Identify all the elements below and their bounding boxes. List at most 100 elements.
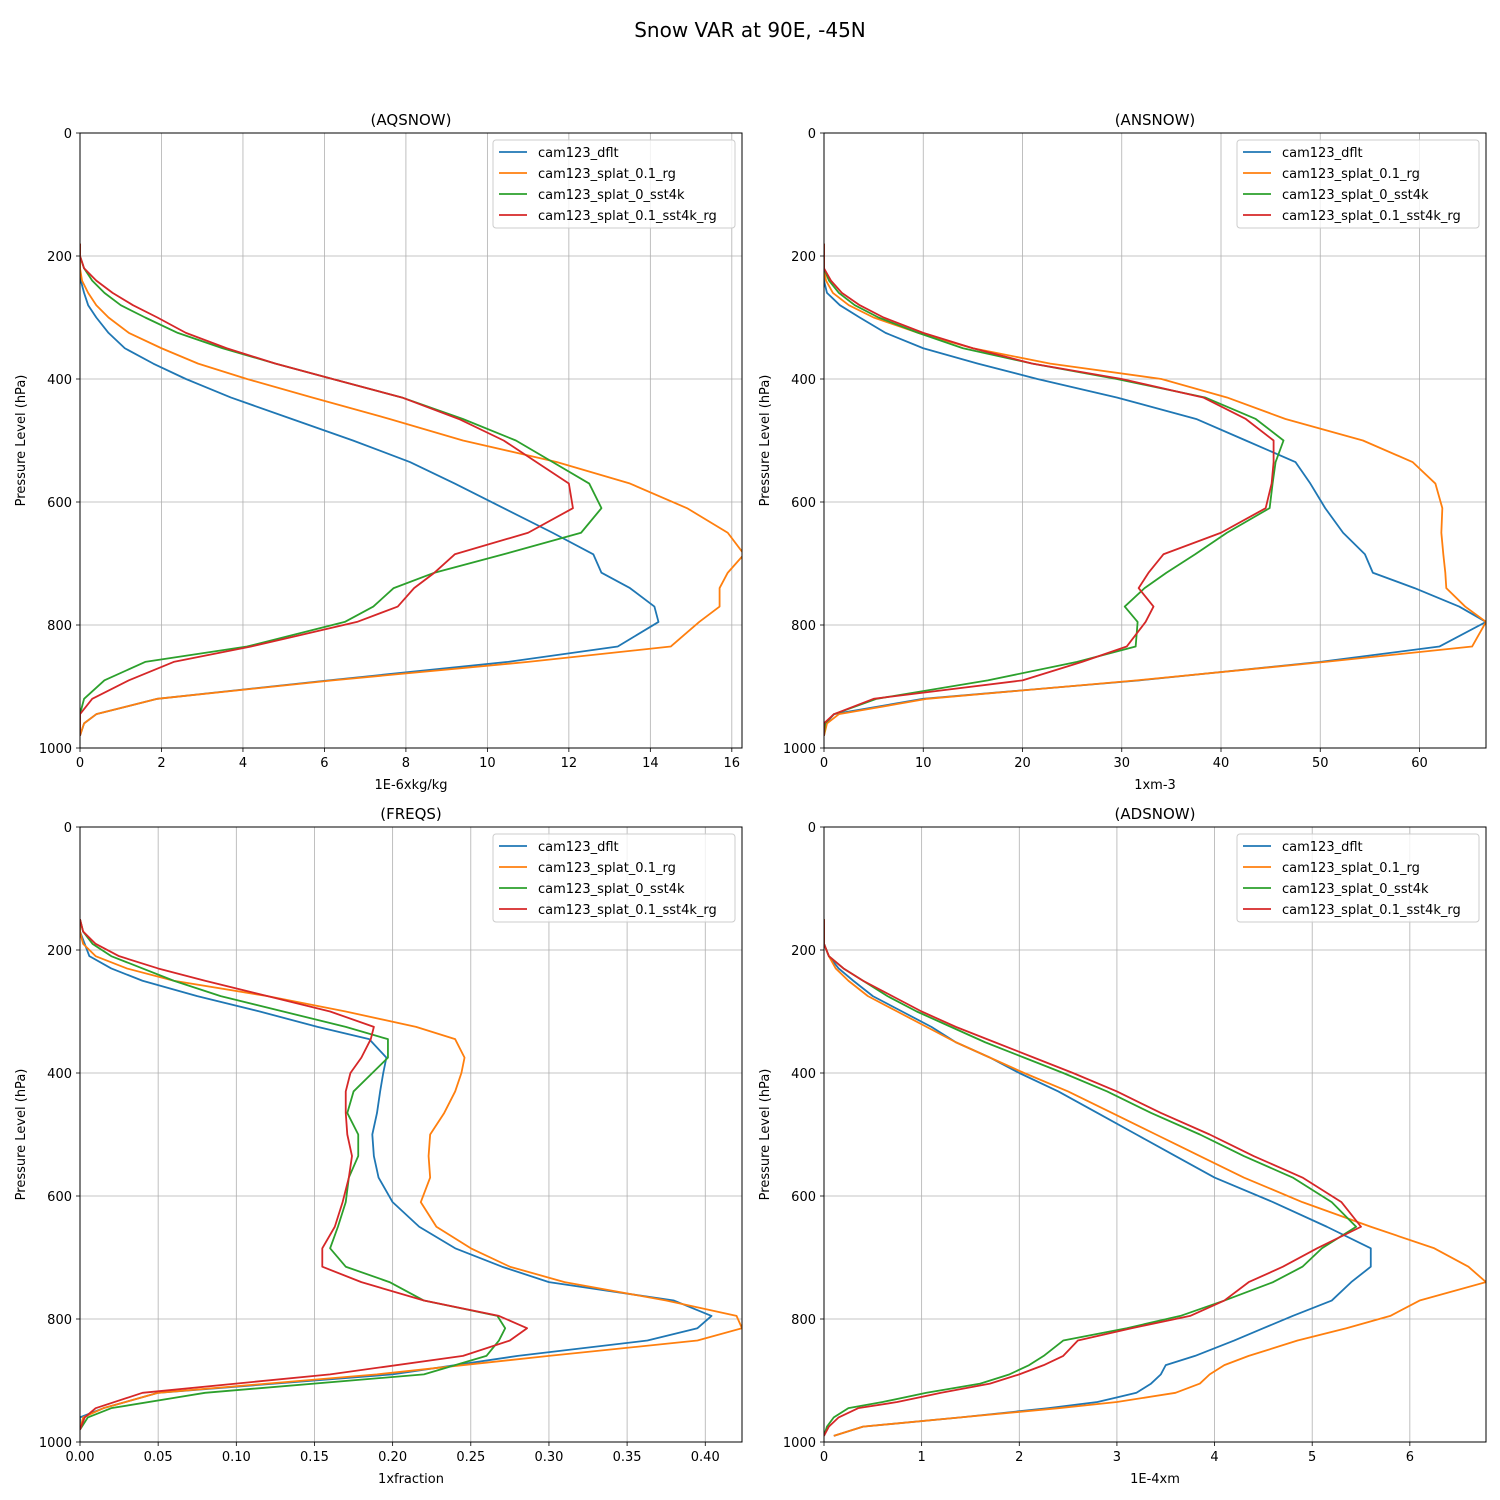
x-tick-label: 12 xyxy=(561,756,578,771)
legend-label: cam123_splat_0.1_sst4k_rg xyxy=(1282,209,1461,224)
y-tick-label: 800 xyxy=(791,1313,816,1328)
x-tick-label: 16 xyxy=(724,756,741,771)
legend-box xyxy=(1236,833,1480,923)
series-line-cam123_splat_0.1_sst4k_rg xyxy=(80,919,528,1431)
subplot-title: (ADSNOW) xyxy=(1115,805,1196,823)
x-axis-label: 1xm-3 xyxy=(1134,778,1176,793)
x-tick-label: 8 xyxy=(402,756,410,771)
x-tick-label: 14 xyxy=(642,756,659,771)
x-tick-label: 0.15 xyxy=(300,1450,329,1465)
legend-label: cam123_splat_0.1_sst4k_rg xyxy=(538,903,717,918)
y-tick-label: 0 xyxy=(808,127,816,142)
y-axis-label: Pressure Level (hPa) xyxy=(758,1069,773,1201)
legend-box xyxy=(492,139,736,229)
series-line-cam123_splat_0.1_rg xyxy=(80,919,742,1430)
y-axis-label: Pressure Level (hPa) xyxy=(14,1069,29,1201)
y-tick-label: 0 xyxy=(64,821,72,836)
y-tick-label: 600 xyxy=(47,496,72,511)
x-axis-label: 1xfraction xyxy=(378,1472,444,1487)
legend: cam123_dflt cam123_splat_0.1_rg cam123_spl… xyxy=(1236,139,1480,229)
y-tick-label: 200 xyxy=(791,944,816,959)
x-tick-label: 0.10 xyxy=(222,1450,251,1465)
legend-label: cam123_dflt xyxy=(1282,840,1363,855)
legend: cam123_dflt cam123_splat_0.1_rg cam123_spl… xyxy=(492,139,736,229)
y-tick-label: 400 xyxy=(791,1067,816,1082)
x-tick-label: 5 xyxy=(1308,1450,1316,1465)
y-tick-label: 800 xyxy=(791,619,816,634)
legend-label: cam123_splat_0.1_sst4k_rg xyxy=(538,209,717,224)
subplot-title: (AQSNOW) xyxy=(371,111,452,129)
y-tick-label: 200 xyxy=(791,250,816,265)
series-line-cam123_splat_0.1_rg xyxy=(80,243,742,736)
legend-label: cam123_splat_0.1_rg xyxy=(538,861,676,876)
legend-label: cam123_splat_0.1_rg xyxy=(1282,861,1420,876)
axes-frame xyxy=(823,132,1487,749)
x-tick-label: 0.40 xyxy=(691,1450,720,1465)
plot-area xyxy=(824,133,1486,748)
x-tick-label: 0.30 xyxy=(534,1450,563,1465)
x-axis-label: 1E-6xkg/kg xyxy=(374,778,447,793)
x-tick-label: 0.20 xyxy=(378,1450,407,1465)
axes-frame xyxy=(823,826,1487,1443)
subplot-aqsnow: 0 2 4 6 8 10 12 14 16 0 200 400 600 800 1000 (AQSNOW) 1E… xyxy=(14,111,743,793)
y-tick-label: 600 xyxy=(791,496,816,511)
x-tick-label: 2 xyxy=(157,756,165,771)
x-tick-label: 1 xyxy=(917,1450,925,1465)
series-line-cam123_splat_0_sst4k xyxy=(824,243,1285,736)
series-line-cam123_splat_0_sst4k xyxy=(80,919,507,1431)
series-line-cam123_splat_0.1_sst4k_rg xyxy=(824,919,1362,1437)
figure-suptitle: Snow VAR at 90E, -45N xyxy=(634,18,866,42)
x-tick-label: 40 xyxy=(1213,756,1230,771)
legend-label: cam123_splat_0.1_rg xyxy=(1282,167,1420,182)
x-tick-label: 0 xyxy=(820,756,828,771)
x-tick-label: 0.35 xyxy=(613,1450,642,1465)
y-tick-label: 1000 xyxy=(39,1436,72,1451)
y-axis-label: Pressure Level (hPa) xyxy=(14,375,29,507)
legend-label: cam123_splat_0_sst4k xyxy=(1282,188,1429,203)
legend-label: cam123_dflt xyxy=(1282,146,1363,161)
x-tick-label: 60 xyxy=(1411,756,1428,771)
series-line-cam123_dflt xyxy=(80,919,713,1430)
legend: cam123_dflt cam123_splat_0.1_rg cam123_spl… xyxy=(492,833,736,923)
x-tick-label: 20 xyxy=(1014,756,1031,771)
y-tick-label: 0 xyxy=(64,127,72,142)
x-tick-label: 4 xyxy=(239,756,247,771)
series-line-cam123_splat_0.1_rg xyxy=(824,243,1486,736)
series-group xyxy=(824,919,1486,1437)
y-tick-label: 200 xyxy=(47,250,72,265)
series-line-cam123_splat_0.1_rg xyxy=(824,919,1486,1437)
axes-frame xyxy=(79,132,743,749)
legend-label: cam123_dflt xyxy=(538,840,619,855)
series-line-cam123_splat_0_sst4k xyxy=(824,919,1358,1437)
subplot-adsnow: 0 1 2 3 4 5 6 0 200 400 600 800 1000 (ADSNOW) 1E-4xm Pr… xyxy=(758,805,1487,1487)
x-tick-label: 0.00 xyxy=(66,1450,95,1465)
x-tick-label: 10 xyxy=(915,756,932,771)
y-tick-label: 600 xyxy=(47,1190,72,1205)
y-tick-label: 400 xyxy=(47,373,72,388)
series-group xyxy=(80,243,742,736)
y-tick-label: 400 xyxy=(791,373,816,388)
y-tick-label: 1000 xyxy=(783,742,816,757)
y-axis-label: Pressure Level (hPa) xyxy=(758,375,773,507)
x-tick-label: 30 xyxy=(1113,756,1130,771)
legend-label: cam123_splat_0_sst4k xyxy=(538,882,685,897)
series-line-cam123_splat_0_sst4k xyxy=(80,243,603,736)
y-tick-label: 1000 xyxy=(39,742,72,757)
y-tick-label: 400 xyxy=(47,1067,72,1082)
subplot-title: (FREQS) xyxy=(380,805,442,823)
legend-label: cam123_splat_0_sst4k xyxy=(538,188,685,203)
series-group xyxy=(824,243,1486,736)
y-tick-label: 1000 xyxy=(783,1436,816,1451)
x-tick-label: 2 xyxy=(1015,1450,1023,1465)
x-tick-label: 0 xyxy=(76,756,84,771)
series-group xyxy=(80,919,742,1431)
x-tick-label: 4 xyxy=(1210,1450,1218,1465)
x-axis-label: 1E-4xm xyxy=(1130,1472,1180,1487)
x-tick-label: 0.05 xyxy=(144,1450,173,1465)
axes-frame xyxy=(79,826,743,1443)
x-tick-label: 0.25 xyxy=(456,1450,485,1465)
subplot-freqs: 0.00 0.05 0.10 0.15 0.20 0.25 0.30 0.35 0.40 0 200… xyxy=(14,805,743,1487)
series-line-cam123_splat_0.1_sst4k_rg xyxy=(824,243,1275,736)
legend-label: cam123_splat_0.1_rg xyxy=(538,167,676,182)
plot-area xyxy=(80,827,742,1442)
